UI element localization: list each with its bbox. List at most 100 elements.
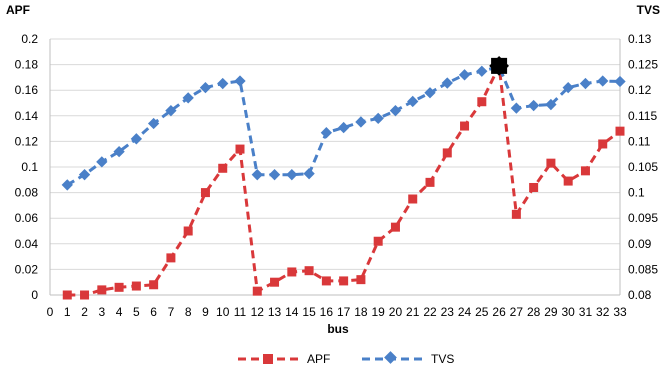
x-tick-label: 0 (47, 305, 54, 319)
data-point-tvs (510, 102, 523, 114)
x-tick-label: 22 (423, 305, 437, 319)
data-point-apf (615, 126, 625, 136)
data-point-apf (200, 188, 210, 198)
x-tick-label: 21 (406, 305, 420, 319)
legend-entry-tvs: TVS (362, 351, 454, 366)
data-point-apf (356, 275, 366, 285)
data-point-apf (442, 148, 452, 158)
highlight-marker-diamond (489, 55, 509, 76)
data-point-tvs (389, 105, 402, 117)
legend-apf-marker (263, 354, 273, 364)
data-point-tvs (234, 75, 246, 87)
right-y-tick-label: 0.11 (628, 134, 651, 148)
left-y-tick-label: 0.18 (15, 58, 39, 72)
x-tick-label: 27 (510, 305, 524, 319)
data-point-tvs (458, 69, 471, 81)
data-point-tvs (286, 169, 298, 181)
data-point-tvs (614, 75, 626, 88)
x-tick-label: 3 (98, 305, 105, 319)
left-y-tick-label: 0 (31, 288, 38, 302)
data-point-apf (408, 194, 418, 204)
right-y-tick-label: 0.12 (628, 83, 652, 97)
series-tvs (61, 60, 626, 191)
data-point-apf (511, 209, 521, 219)
x-tick-label: 32 (596, 305, 610, 319)
data-point-apf (131, 281, 141, 291)
right-y-tick-label: 0.1 (628, 186, 645, 200)
right-y-tick-label: 0.095 (628, 211, 658, 225)
x-tick-label: 20 (389, 305, 403, 319)
data-point-tvs (527, 99, 540, 112)
data-point-apf (183, 226, 193, 236)
series-line-apf (67, 64, 621, 297)
data-point-apf (218, 163, 228, 173)
x-tick-label: 23 (441, 305, 455, 319)
left-y-tick-label: 0.04 (15, 237, 39, 251)
x-tick-label: 25 (475, 305, 489, 319)
data-point-apf (563, 176, 573, 186)
x-tick-label: 14 (285, 305, 299, 319)
data-point-apf (304, 266, 314, 276)
x-tick-label: 5 (133, 305, 140, 319)
x-tick-label: 33 (613, 305, 627, 319)
data-point-apf (546, 158, 556, 168)
data-point-tvs (579, 77, 592, 90)
data-point-apf (529, 182, 539, 192)
x-tick-label: 12 (251, 305, 265, 319)
data-point-apf (598, 139, 608, 149)
left-y-tick-label: 0.02 (15, 262, 39, 276)
data-point-apf (149, 280, 159, 290)
data-point-apf (62, 290, 72, 300)
x-tick-label: 28 (527, 305, 541, 319)
data-point-apf (425, 177, 435, 187)
left-y-tick-label: 0.16 (15, 83, 39, 97)
x-tick-label: 16 (320, 305, 334, 319)
data-point-tvs (130, 133, 143, 145)
x-tick-label: 19 (372, 305, 386, 319)
left-y-tick-label: 0.1 (21, 160, 38, 174)
left-y-axis-title: APF (6, 3, 30, 17)
data-point-tvs (407, 95, 419, 108)
data-point-tvs (320, 127, 333, 139)
x-tick-label: 18 (354, 305, 368, 319)
x-tick-label: 24 (458, 305, 472, 319)
data-point-apf (460, 121, 470, 131)
data-point-tvs (372, 112, 384, 125)
data-point-tvs (337, 121, 350, 134)
x-tick-label: 1 (64, 305, 71, 319)
x-tick-label: 26 (492, 305, 506, 319)
data-point-apf (80, 290, 90, 300)
data-point-tvs (597, 75, 609, 87)
data-point-tvs (303, 167, 315, 180)
right-y-tick-label: 0.105 (628, 160, 658, 174)
right-y-tick-labels: 0.08 0.085 0.09 0.095 0.1 0.105 0.11 0.115 0.12 0… (628, 32, 658, 302)
x-tick-label: 7 (168, 305, 175, 319)
right-y-axis-title: TVS (637, 3, 660, 17)
series-layer (61, 60, 626, 300)
legend-tvs-marker (384, 351, 397, 364)
left-y-tick-label: 0.06 (15, 211, 39, 225)
data-point-apf (321, 276, 331, 286)
x-tick-label: 9 (202, 305, 209, 319)
x-tick-labels: 0 1 2 3 4 5 6 7 8 9 10 11 12 13 14 15 16 17 18 19 20 21 22 23 24… (47, 305, 627, 319)
data-point-apf (373, 236, 383, 246)
series-line-tvs (66, 65, 621, 187)
x-tick-label: 10 (216, 305, 230, 319)
right-y-tick-label: 0.125 (628, 58, 658, 72)
left-y-tick-label: 0.08 (15, 186, 39, 200)
right-y-tick-label: 0.08 (628, 288, 652, 302)
data-point-tvs (268, 169, 281, 181)
data-point-apf (287, 267, 297, 277)
x-tick-label: 4 (116, 305, 123, 319)
left-y-tick-label: 0.12 (15, 134, 39, 148)
series-apf (62, 61, 625, 300)
right-y-tick-label: 0.115 (628, 109, 657, 123)
left-y-tick-label: 0.2 (21, 32, 38, 46)
left-y-tick-labels: 0 0.02 0.04 0.06 0.08 0.1 0.12 0.14 0.16 0.18 0.2 (15, 32, 39, 302)
legend-apf-label: APF (307, 352, 330, 366)
x-tick-label: 2 (81, 305, 88, 319)
right-y-tick-label: 0.085 (628, 262, 658, 276)
x-tick-label: 13 (268, 305, 282, 319)
data-point-tvs (355, 116, 367, 128)
data-point-apf (390, 222, 400, 232)
